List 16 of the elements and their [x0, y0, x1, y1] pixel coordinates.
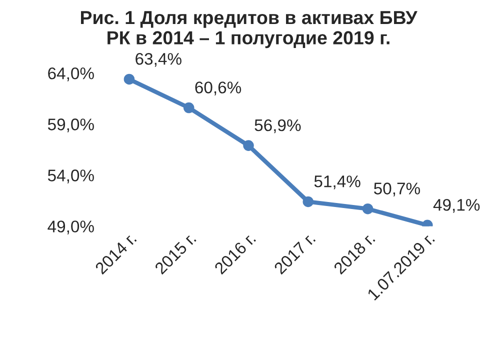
data-label: 49,1%	[433, 198, 480, 213]
chart-title: Рис. 1 Доля кредитов в активах БВУ РК в 2014 – 1 полугодие 2019 г.	[81, 11, 418, 48]
y-tick-label: 49,0%	[48, 220, 94, 234]
point	[302, 196, 314, 208]
point	[183, 102, 194, 114]
data-label: 50,7%	[374, 182, 420, 196]
data-label: 60,6%	[195, 82, 242, 96]
data-label: 56,9%	[254, 119, 301, 134]
y-tick-label: 59,0%	[48, 118, 94, 132]
point	[362, 203, 374, 214]
point	[124, 74, 135, 85]
point	[243, 140, 254, 151]
y-tick-label: 54,0%	[48, 170, 94, 184]
y-tick-label: 64,0%	[48, 67, 94, 82]
data-label: 63,4%	[136, 52, 182, 67]
data-label: 51,4%	[314, 176, 360, 190]
